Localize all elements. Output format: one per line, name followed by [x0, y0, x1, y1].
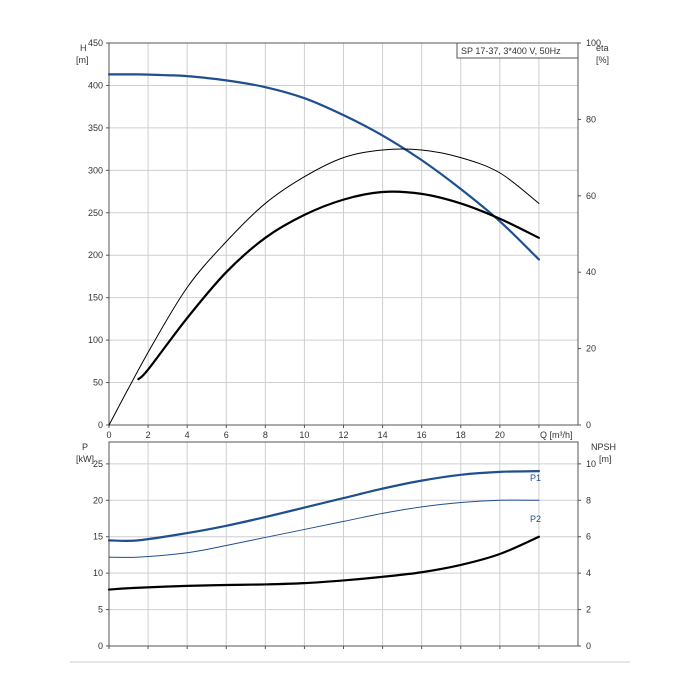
head-chart-ticks: 0 50 100 150 200 250 300 350 400 450 0 20 40 60 80 100 0…: [88, 38, 601, 440]
y-tick-label: 150: [88, 293, 103, 303]
y-tick-label: 50: [93, 378, 103, 388]
legend-box: [456, 42, 579, 59]
power-chart-ticks: 0 5 10 15 20 25 0 2 4 6 8 10: [93, 459, 596, 651]
y-tick-label: 450: [88, 38, 103, 48]
x-axis-label-q: Q [m³/h]: [540, 430, 573, 440]
y-axis-label-p: P: [82, 442, 88, 452]
y-tick-label: 15: [93, 532, 103, 542]
y-axis-label-h: H: [80, 43, 87, 53]
y2-tick-label: 20: [586, 344, 596, 354]
y-tick-label: 250: [88, 208, 103, 218]
y2-tick-label: 40: [586, 267, 596, 277]
x-tick-label: 16: [417, 430, 427, 440]
y2-tick-label: 6: [586, 532, 591, 542]
series-label-p1: P1: [530, 473, 541, 483]
y-tick-label: 10: [93, 568, 103, 578]
y-tick-label: 20: [93, 495, 103, 505]
x-tick-label: 0: [106, 430, 111, 440]
head-chart-series: [107, 73, 541, 426]
y-tick-label: 5: [98, 605, 103, 615]
x-tick-label: 4: [185, 430, 190, 440]
y-tick-label: 350: [88, 123, 103, 133]
power-chart-grid: [108, 442, 578, 647]
x-tick-label: 10: [299, 430, 309, 440]
y2-tick-label: 4: [586, 568, 591, 578]
y2-tick-label: 10: [586, 459, 596, 469]
x-tick-label: 20: [495, 430, 505, 440]
y2-tick-label: 2: [586, 605, 591, 615]
y2-tick-label: 80: [586, 114, 596, 124]
x-tick-label: 2: [146, 430, 151, 440]
legend-text: SP 17-37, 3*400 V, 50Hz: [461, 46, 561, 56]
head-efficiency-chart: 0 50 100 150 200 250 300 350 400 450 0 20 40 60 80 100 0…: [76, 38, 609, 440]
y-axis-unit-p: [kW]: [76, 454, 94, 464]
y2-axis-unit-npsh: [m]: [599, 454, 612, 464]
x-tick-label: 14: [378, 430, 388, 440]
y2-tick-label: 8: [586, 495, 591, 505]
y-tick-label: 25: [93, 459, 103, 469]
y2-axis-label-eta: eta: [596, 43, 609, 53]
power-chart-series: [107, 470, 541, 591]
power-npsh-chart: 0 5 10 15 20 25 0 2 4 6 8 10 P [kW] NPSH [m] P1 P2: [76, 441, 616, 651]
x-tick-label: 12: [338, 430, 348, 440]
y-axis-unit-h: [m]: [76, 55, 89, 65]
y2-axis-label-npsh: NPSH: [591, 442, 616, 452]
series-line-1-1: [108, 499, 540, 558]
y2-tick-label: 100: [586, 38, 601, 48]
series-label-p2: P2: [530, 514, 541, 524]
series-line-1-2: [107, 535, 541, 591]
y-tick-label: 100: [88, 335, 103, 345]
head-chart-grid: [108, 42, 578, 426]
y2-tick-label: 0: [586, 641, 591, 651]
x-tick-label: 18: [456, 430, 466, 440]
series-line-0-1: [108, 148, 540, 426]
y-tick-label: 200: [88, 250, 103, 260]
y2-tick-label: 60: [586, 191, 596, 201]
x-tick-label: 6: [224, 430, 229, 440]
y2-axis-unit-eta: [%]: [596, 55, 609, 65]
x-tick-label: 8: [263, 430, 268, 440]
y-tick-label: 300: [88, 165, 103, 175]
series-line-0-0: [107, 73, 541, 261]
series-line-0-2: [137, 190, 541, 381]
y-tick-label: 0: [98, 641, 103, 651]
y2-tick-label: 0: [586, 420, 591, 430]
y-tick-label: 0: [98, 420, 103, 430]
y-tick-label: 400: [88, 80, 103, 90]
series-line-1-0: [107, 470, 541, 542]
